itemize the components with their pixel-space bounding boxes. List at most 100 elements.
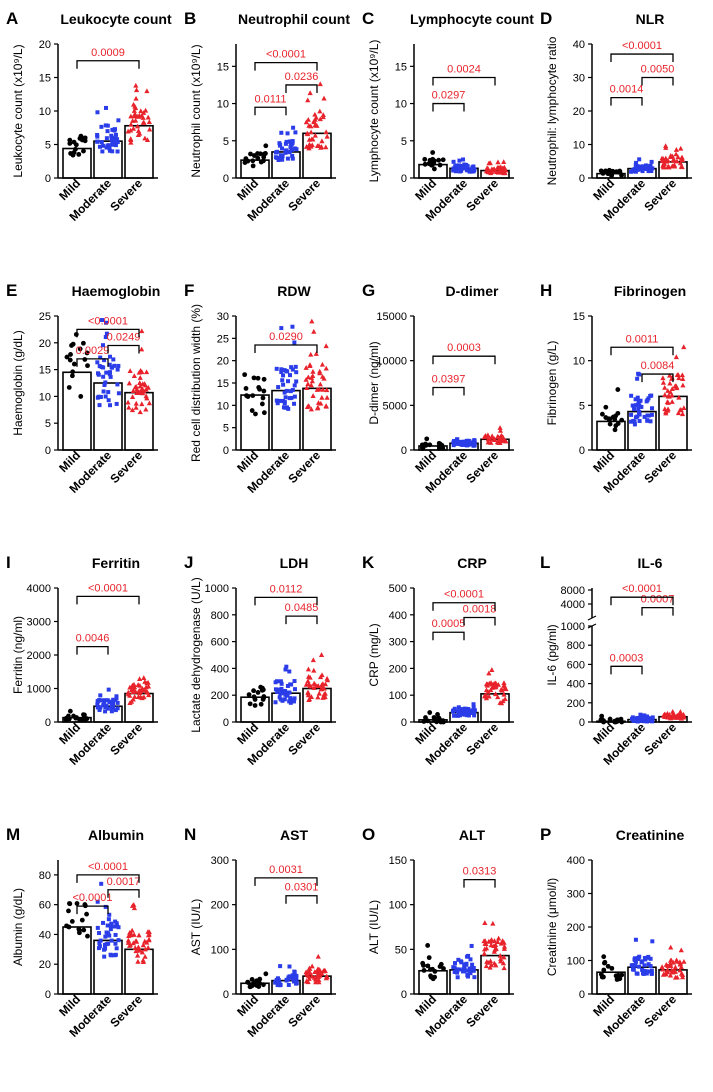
data-point-creatinine-moderate: [642, 968, 647, 973]
data-point-creatinine-moderate: [632, 957, 637, 962]
data-point-neutrophil-count-mild: [250, 163, 256, 169]
data-point-albumin-severe: [127, 943, 133, 948]
data-point-fibrinogen-moderate: [630, 403, 635, 408]
panel-ferritin: I Ferritin 0 1000 2000 3000 4000 Ferritin (ng/m…: [6, 553, 158, 768]
data-point-ferritin-severe: [145, 679, 151, 685]
p-value-label-ferritin: <0.0001: [88, 582, 128, 594]
data-point-alt-severe: [491, 943, 497, 949]
y-tick-label-ast: 100: [211, 944, 229, 956]
data-point-il-6-mild: [607, 716, 613, 722]
data-point-albumin-severe: [140, 957, 146, 963]
p-value-label-rdw: 0.0290: [269, 331, 303, 343]
data-point-nlr-mild: [616, 169, 622, 175]
data-point-neutrophil-count-severe: [321, 95, 327, 101]
data-point-alt-severe: [501, 965, 507, 971]
data-point-ast-moderate: [287, 964, 292, 969]
data-point-ast-mild: [254, 983, 260, 988]
panel-letter-albumin: M: [6, 825, 20, 844]
data-point-haemoglobin-severe: [130, 394, 136, 400]
data-point-alt-severe: [501, 946, 507, 951]
data-point-ferritin-severe: [130, 689, 136, 695]
data-point-crp-severe: [501, 683, 508, 689]
data-point-leukocyte-count-moderate: [100, 149, 105, 154]
data-point-haemoglobin-severe: [143, 386, 149, 392]
x-tick-label-creatinine-mild: Mild: [590, 992, 617, 1019]
data-point-fibrinogen-severe: [660, 379, 667, 385]
data-point-creatinine-moderate: [645, 955, 650, 960]
data-point-alt-mild: [420, 960, 426, 966]
data-point-ast-severe: [304, 971, 310, 977]
data-point-rdw-moderate: [290, 367, 295, 372]
data-point-ldh-severe: [305, 674, 312, 679]
data-point-ast-severe: [313, 976, 319, 981]
chart-title-lymphocyte-count: Lymphocyte count: [410, 11, 534, 27]
data-point-crp-moderate: [471, 702, 476, 707]
data-point-ferritin-moderate: [99, 698, 104, 703]
data-point-lymphocyte-count-mild: [422, 156, 428, 162]
bar-alt-mild: [418, 969, 448, 995]
significance-bracket-rdw: [254, 344, 318, 354]
data-point-ldh-moderate: [278, 679, 283, 684]
x-tick-label-fibrinogen-severe: Severe: [641, 448, 679, 486]
data-point-alt-severe: [481, 950, 487, 956]
data-point-neutrophil-count-severe: [303, 119, 309, 125]
data-point-d-dimer-severe: [503, 438, 509, 444]
data-point-alt-moderate: [452, 961, 457, 966]
data-point-nlr-severe: [663, 155, 669, 161]
data-point-ferritin-moderate: [109, 702, 114, 707]
data-point-fibrinogen-moderate: [631, 418, 636, 423]
data-point-fibrinogen-severe: [680, 382, 686, 388]
data-point-ldh-moderate: [287, 699, 292, 704]
data-point-haemoglobin-severe: [126, 404, 132, 410]
x-tick-label-alt-mild: Mild: [412, 992, 439, 1019]
data-point-ferritin-mild: [84, 716, 90, 722]
data-point-nlr-severe: [668, 152, 674, 158]
bar-fibrinogen-severe: [658, 395, 688, 451]
chart-title-il-6: IL-6: [638, 555, 663, 571]
data-point-lymphocyte-count-moderate: [461, 157, 466, 162]
data-point-alt-severe: [482, 940, 488, 946]
data-point-ferritin-moderate: [105, 698, 110, 703]
data-point-haemoglobin-mild: [78, 394, 84, 399]
chart-title-ldh: LDH: [280, 555, 309, 571]
data-point-il-6-severe: [678, 711, 684, 717]
data-point-fibrinogen-severe: [667, 389, 674, 395]
data-point-leukocyte-count-severe: [144, 137, 151, 143]
y-tick-label-creatinine: 200: [567, 922, 585, 934]
data-point-ferritin-severe: [144, 688, 150, 694]
data-point-nlr-severe: [679, 154, 685, 160]
data-point-fibrinogen-severe: [663, 410, 669, 416]
data-point-alt-moderate: [472, 975, 477, 980]
x-tick-label-ldh-severe: Severe: [285, 720, 323, 758]
data-point-alt-moderate: [451, 965, 456, 970]
y-axis-label-il-6: IL-6 (pg/ml): [545, 624, 559, 685]
data-point-leukocyte-count-moderate: [115, 149, 120, 154]
data-point-fibrinogen-moderate: [645, 418, 650, 423]
y-tick-label-lymphocyte-count: 0: [401, 173, 407, 185]
data-point-neutrophil-count-severe: [323, 129, 329, 135]
data-point-alt-severe: [491, 938, 498, 943]
bar-rdw-mild: [240, 394, 270, 451]
y-axis-label-crp: CRP (mg/L): [367, 623, 381, 686]
data-point-albumin-severe: [127, 929, 133, 935]
data-point-ldh-moderate: [283, 667, 288, 672]
data-point-albumin-mild: [74, 901, 80, 906]
y-tick-label-nlr: 30: [573, 73, 585, 85]
data-point-il-6-severe: [665, 714, 671, 720]
data-point-albumin-severe: [130, 940, 136, 946]
data-point-neutrophil-count-severe: [308, 129, 314, 135]
data-point-albumin-moderate: [95, 899, 100, 904]
significance-bracket-il-6: [641, 606, 674, 616]
data-point-ldh-severe: [315, 694, 321, 700]
data-point-haemoglobin-moderate: [103, 394, 108, 399]
data-point-ferritin-severe: [137, 682, 143, 688]
y-tick-label-leukocyte-count: 0: [45, 173, 51, 185]
data-point-lymphocyte-count-moderate: [457, 158, 462, 163]
panel-letter-ast: N: [184, 825, 196, 844]
data-point-ast-moderate: [294, 975, 299, 980]
data-point-rdw-moderate: [279, 370, 284, 375]
data-point-alt-severe: [497, 952, 503, 958]
data-point-rdw-moderate: [274, 398, 279, 403]
